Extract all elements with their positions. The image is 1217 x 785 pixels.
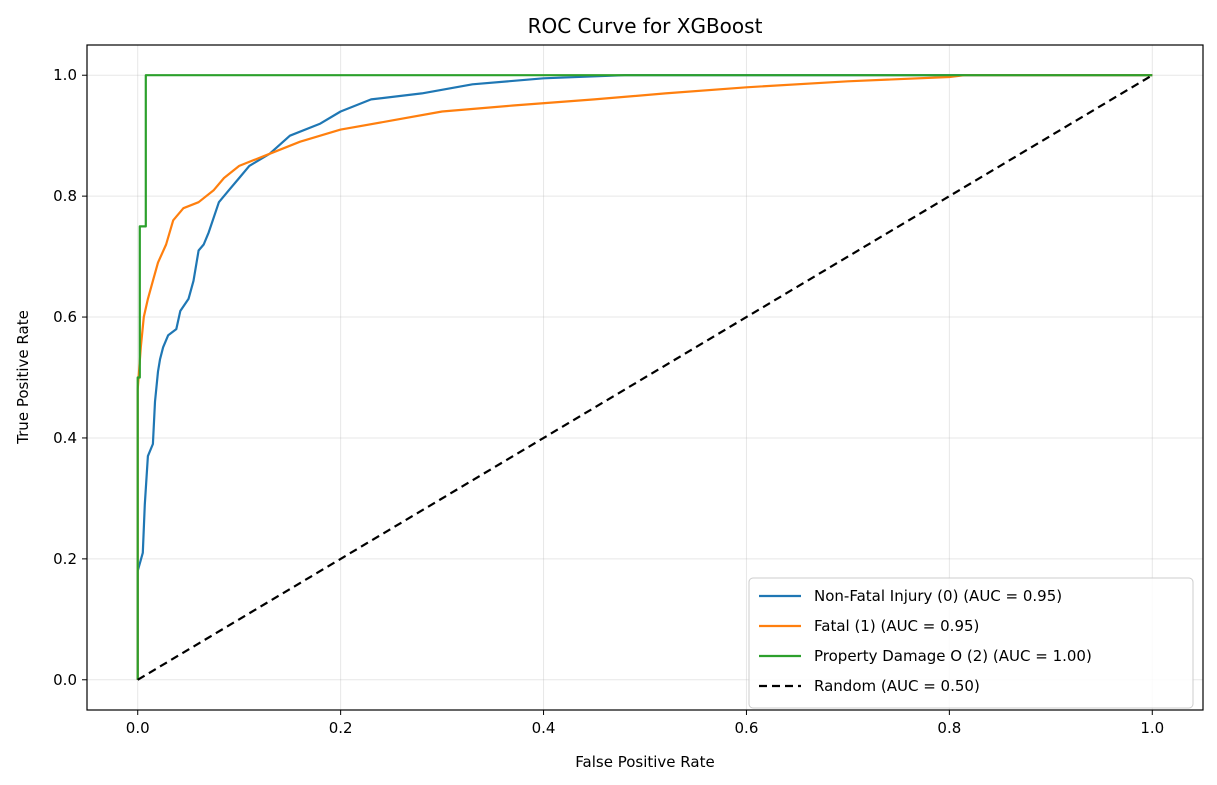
y-tick-label: 0.0 bbox=[53, 671, 77, 689]
legend-label-3: Random (AUC = 0.50) bbox=[814, 677, 980, 695]
x-tick-label: 0.4 bbox=[532, 719, 556, 737]
x-tick-label: 0.0 bbox=[126, 719, 150, 737]
chart-title: ROC Curve for XGBoost bbox=[528, 14, 763, 38]
legend-label-2: Property Damage O (2) (AUC = 1.00) bbox=[814, 647, 1092, 665]
legend-box bbox=[748, 577, 1194, 709]
legend: Non-Fatal Injury (0) (AUC = 0.95) Fatal (… bbox=[748, 577, 1194, 709]
x-tick-label: 0.2 bbox=[329, 719, 353, 737]
series-group bbox=[136, 74, 1153, 681]
y-tick-label: 0.6 bbox=[53, 308, 77, 326]
series-line-3 bbox=[137, 74, 1153, 681]
y-tick-label: 0.2 bbox=[53, 550, 77, 568]
x-tick-label: 0.8 bbox=[937, 719, 961, 737]
series-line-1 bbox=[136, 74, 1153, 680]
y-tick-label: 1.0 bbox=[53, 66, 77, 84]
legend-label-0: Non-Fatal Injury (0) (AUC = 0.95) bbox=[814, 587, 1062, 605]
x-axis-label: False Positive Rate bbox=[575, 753, 714, 771]
legend-label-1: Fatal (1) (AUC = 0.95) bbox=[814, 617, 979, 635]
plot-frame bbox=[86, 44, 1204, 711]
series-line-2 bbox=[136, 74, 1153, 680]
x-tick-label: 0.6 bbox=[735, 719, 759, 737]
series-line-0 bbox=[136, 74, 1153, 680]
y-axis-label: True Positive Rate bbox=[14, 310, 32, 445]
y-tick-label: 0.8 bbox=[53, 187, 77, 205]
y-tick-label: 0.4 bbox=[53, 429, 77, 447]
x-tick-label: 1.0 bbox=[1140, 719, 1164, 737]
axis-ticks: 0.0 0.2 0.4 0.6 0.8 1.0 0.0 0.2 0.4 0.6 0.8 1.0 bbox=[53, 66, 1164, 737]
